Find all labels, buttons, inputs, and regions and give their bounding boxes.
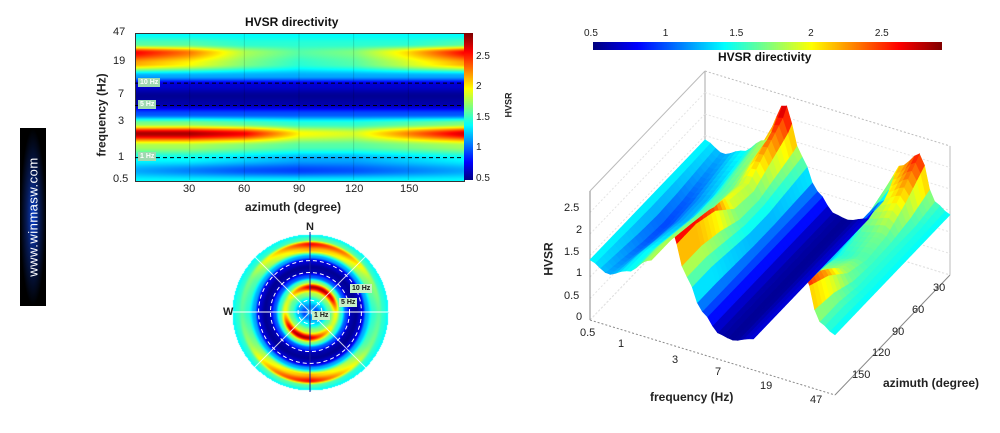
surface-ztick: 1 [576, 267, 583, 279]
watermark-logo: www.winmasw.com [20, 128, 46, 306]
surface-ytick: 30 [933, 282, 946, 294]
surface-ytick: 120 [872, 347, 891, 359]
heatmap-ytick: 47 [113, 26, 126, 38]
colorbar-tick: 1.5 [476, 111, 490, 123]
axis-box-edge [704, 70, 951, 147]
heatmap-ytick: 0.5 [113, 173, 129, 185]
surface-colorbar-tick: 0.5 [584, 28, 598, 39]
direction-west: W [223, 306, 234, 318]
surface-colorbar-tick: 1 [662, 28, 669, 39]
polar-overlay [222, 232, 398, 392]
heatmap-ytick: 7 [118, 87, 125, 100]
surface-xtick: 0.5 [580, 327, 596, 339]
heatmap-xtick: 150 [400, 183, 419, 195]
heatmap-xtick: 30 [183, 183, 196, 195]
colorbar-tick: 1 [476, 142, 482, 154]
surface-patch [700, 139, 711, 148]
surface-ztick: 0 [576, 311, 583, 323]
surface-ztick: 0.5 [564, 290, 580, 302]
polar-reference-circle [258, 260, 362, 364]
surface-xtick: 7 [715, 366, 722, 378]
surface-colorbar [593, 42, 942, 50]
surface-xtick: 19 [760, 380, 773, 392]
annotation-1hz: 1 Hz [138, 152, 157, 161]
heatmap-title: HVSR directivity [245, 15, 339, 29]
surface-colorbar-tick: 2 [808, 28, 814, 39]
heatmap-xtick: 60 [238, 183, 251, 195]
colorbar-tick: 0.5 [476, 173, 490, 184]
surface-xtick: 47 [810, 394, 823, 406]
polar-reference-circle [269, 271, 351, 353]
surface-ytick: 90 [892, 326, 905, 338]
colorbar-tick: 2 [476, 81, 482, 93]
surface-ztick: 1.5 [564, 246, 580, 258]
polar-annotation-10hz: 10 Hz [350, 284, 373, 293]
surface-ytick: 60 [912, 304, 925, 316]
heatmap-ytick: 3 [118, 115, 125, 128]
direction-north: N [306, 221, 314, 233]
heatmap-xlabel: azimuth (degree) [245, 200, 342, 214]
surface-xtick: 3 [672, 354, 679, 366]
surface-colorbar-tick: 1.5 [729, 28, 744, 39]
surface-ytick: 150 [852, 369, 871, 381]
colorbar-tick: 2.5 [476, 50, 490, 62]
polar-annotation-5hz: 5 Hz [339, 298, 358, 307]
surface-ztick: 2.5 [564, 202, 580, 214]
surface-ztick: 2 [576, 224, 583, 236]
azimuth-axis [834, 274, 951, 396]
heatmap-overlay [135, 33, 463, 180]
surface-colorbar-tick: 2.5 [874, 28, 889, 39]
surface-ylabel: azimuth (degree) [883, 376, 980, 390]
polar-annotation-1hz: 1 Hz [312, 311, 331, 320]
surface-zlabel: HVSR [541, 242, 556, 276]
surface-xtick: 1 [618, 338, 625, 350]
axis-box-edge [589, 70, 706, 192]
grid-line [704, 92, 951, 168]
heatmap-xtick: 90 [293, 183, 306, 195]
heatmap-colorbar [464, 33, 473, 180]
frequency-axis [589, 319, 836, 396]
heatmap-ytick: 1 [118, 150, 125, 163]
annotation-10hz: 10 Hz [138, 78, 161, 87]
surface-xlabel: frequency (Hz) [650, 390, 734, 404]
heatmap-xtick: 120 [345, 183, 364, 195]
annotation-5hz: 5 Hz [138, 100, 157, 109]
heatmap-ytick: 19 [113, 55, 126, 68]
surface-title: HVSR directivity [718, 50, 812, 64]
